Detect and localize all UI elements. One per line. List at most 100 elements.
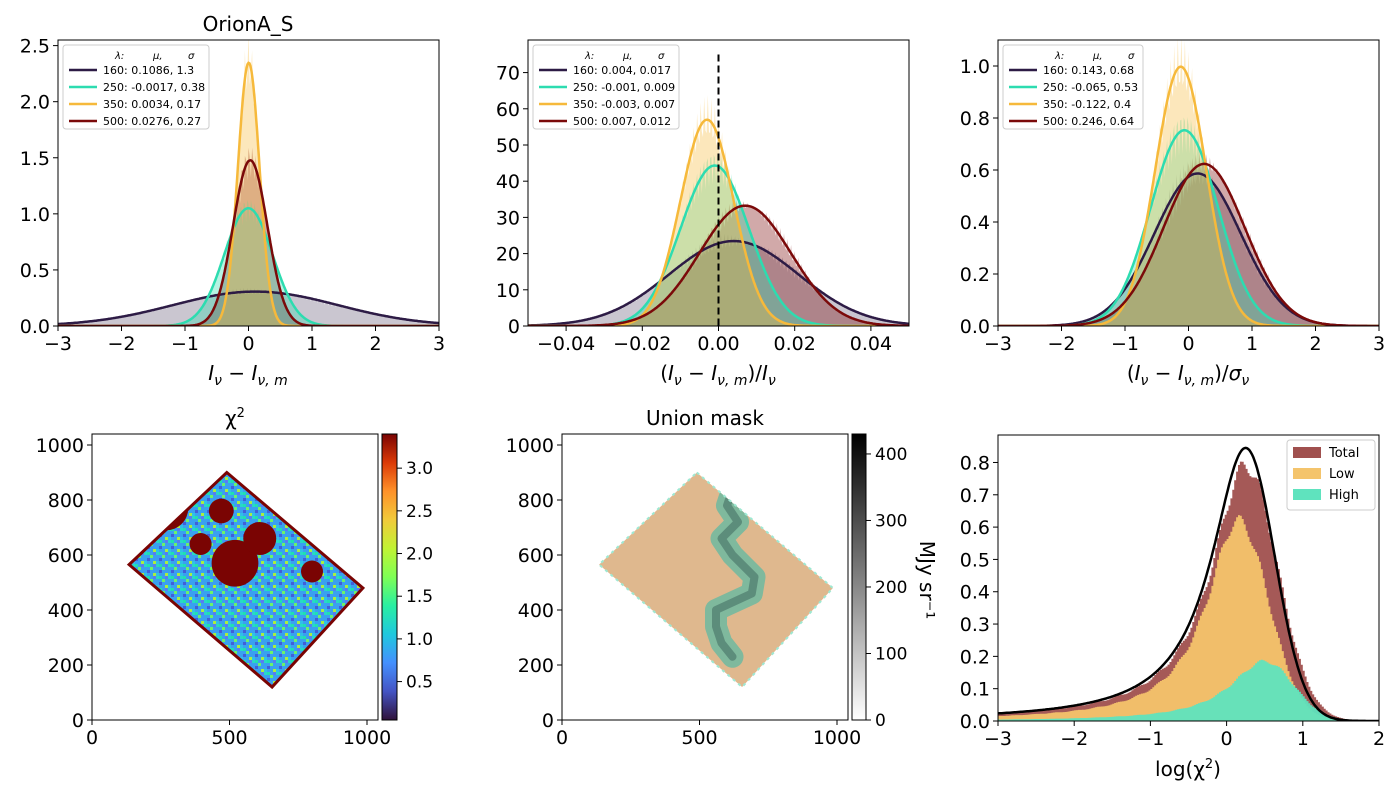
panel-title: OrionA_S xyxy=(203,12,294,36)
histogram-250 xyxy=(528,154,909,326)
colorbar-tick-label: 1.5 xyxy=(406,587,433,607)
intensity-region xyxy=(599,472,833,687)
y-tick-label: 400 xyxy=(48,600,84,622)
histogram-250 xyxy=(998,117,1379,326)
y-axis-ticks: 0.0 0.2 0.4 0.6 0.8 1.0 xyxy=(960,56,998,338)
x-tick-label: −1 xyxy=(1111,333,1139,355)
histogram-350 xyxy=(998,40,1379,326)
x-tick-label: 1000 xyxy=(343,727,391,749)
x-tick-label: −0.04 xyxy=(537,333,595,355)
legend-header: μ, xyxy=(622,51,633,62)
y-tick-label: 0.2 xyxy=(960,264,990,286)
y-tick-label: 200 xyxy=(518,655,554,677)
filament-core xyxy=(712,485,759,661)
y-tick-label: 1.0 xyxy=(20,204,50,226)
histogram-500 xyxy=(998,152,1379,326)
y-tick-label: 1.5 xyxy=(20,148,50,170)
y-tick-label: 1000 xyxy=(36,435,84,457)
legend-swatch xyxy=(1293,468,1321,479)
y-axis-ticks: 0.0 0.1 0.2 0.3 0.4 0.5 0.6 0.7 0.8 xyxy=(960,452,998,733)
y-tick-label: 0.0 xyxy=(20,316,50,338)
y-tick-label: 400 xyxy=(518,600,554,622)
colorbar-tick-label: 0 xyxy=(875,711,886,731)
x-tick-label: 1000 xyxy=(813,727,861,749)
y-tick-label: 40 xyxy=(496,171,520,193)
y-tick-label: 50 xyxy=(496,135,520,157)
x-tick-label: −1 xyxy=(171,333,199,355)
legend-header: λ: xyxy=(1054,51,1064,62)
y-tick-label: 0.7 xyxy=(960,485,990,507)
x-tick-label: 0 xyxy=(1221,728,1233,750)
panel-title: χ2 xyxy=(225,406,245,430)
histogram-500 xyxy=(58,147,439,326)
x-tick-label: 0.00 xyxy=(697,333,739,355)
y-axis-ticks: 0 200 400 600 800 1000 xyxy=(36,435,92,732)
legend: λ: μ, σ 160: 0.004, 0.017 250: -0.001, 0.009… xyxy=(532,44,680,130)
y-axis-ticks: 0 10 20 30 40 50 60 70 xyxy=(496,63,528,338)
histogram-fills xyxy=(58,40,439,326)
colorbar xyxy=(381,433,398,721)
colorbar-tick-label: 0.5 xyxy=(406,673,433,693)
legend-swatch xyxy=(1293,489,1321,500)
x-axis-ticks: 0 500 1000 xyxy=(86,720,391,749)
x-axis-ticks: −0.04 −0.02 0.00 0.02 0.04 xyxy=(537,326,892,355)
colorbar-tick-label: 100 xyxy=(875,644,907,664)
legend: λ: μ, σ 160: 0.1086, 1.3 250: -0.0017, 0.38 3… xyxy=(62,44,210,130)
panel-title: Union mask xyxy=(646,406,764,430)
colorbar-tick-label: 2.5 xyxy=(406,502,433,522)
panel-chi2-map: χ2 0 500 1000 0 200 400 600 800 1000 0.5 1.0 1.5 2… xyxy=(36,406,433,749)
x-tick-label: 0.04 xyxy=(850,333,892,355)
intensity-map-image xyxy=(597,471,835,689)
legend-entry: 500: 0.007, 0.012 xyxy=(573,115,671,128)
x-axis-label: log(χ2) xyxy=(1155,757,1221,781)
y-tick-label: 1000 xyxy=(506,435,554,457)
colorbar-ticks: 0 100 200 300 400 xyxy=(866,445,907,731)
x-axis-label: (Iν − Iν, m)/Iν xyxy=(660,361,776,389)
legend-entry: 500: 0.0276, 0.27 xyxy=(103,115,201,128)
x-tick-label: −1 xyxy=(1136,728,1164,750)
x-axis-ticks: 0 500 1000 xyxy=(556,720,861,749)
legend-header: μ, xyxy=(1092,51,1103,62)
colorbar-tick-label: 3.0 xyxy=(406,459,433,479)
legend-entry: 350: -0.003, 0.007 xyxy=(573,98,675,111)
legend-entry: High xyxy=(1329,488,1359,503)
panel-chi2-histogram: −3 −2 −1 0 1 2 0.0 0.1 0.2 0.3 0.4 0.5 0.6 0.7 0.8 lo… xyxy=(960,434,1385,781)
legend-header: μ, xyxy=(152,51,163,62)
gaussian-fit-500 xyxy=(58,159,439,326)
x-tick-label: 3 xyxy=(1373,333,1385,355)
x-tick-label: 1 xyxy=(306,333,318,355)
x-tick-label: 1 xyxy=(1246,333,1258,355)
panel-residual-normalized: −3 −2 −1 0 1 2 3 0.0 0.2 0.4 0.6 0.8 1.0 (Iν − Iν, … xyxy=(960,39,1385,389)
y-tick-label: 0.0 xyxy=(960,316,990,338)
histogram-bars xyxy=(998,461,1379,721)
high-chi2-patch xyxy=(189,533,212,555)
x-tick-label: −3 xyxy=(984,728,1012,750)
gaussian-fits xyxy=(58,61,439,326)
y-tick-label: 0.1 xyxy=(960,679,990,701)
x-axis-label: (Iν − Iν, m)/σν xyxy=(1127,361,1250,389)
panel-residual-absolute: OrionA_S −3 −2 −1 0 1 2 3 0.0 0.5 1.0 1.5 2.0 2.5 I… xyxy=(20,12,445,389)
y-tick-label: 0.4 xyxy=(960,212,990,234)
legend-swatch xyxy=(1293,447,1321,458)
y-tick-label: 0.3 xyxy=(960,614,990,636)
y-tick-label: 0.5 xyxy=(960,549,990,571)
x-tick-label: 2 xyxy=(1373,728,1385,750)
x-axis-ticks: −3 −2 −1 0 1 2 3 xyxy=(44,326,445,355)
y-axis-ticks: 0.0 0.5 1.0 1.5 2.0 2.5 xyxy=(20,36,58,338)
region-edge xyxy=(597,471,835,689)
y-tick-label: 2.5 xyxy=(20,36,50,58)
colorbar-tick-label: 1.0 xyxy=(406,630,433,650)
x-tick-label: 2 xyxy=(1309,333,1321,355)
plot-frame xyxy=(561,433,849,721)
x-tick-label: −3 xyxy=(984,333,1012,355)
legend-box xyxy=(532,44,680,130)
high-chi2-patch xyxy=(208,498,234,524)
y-tick-label: 0.6 xyxy=(960,517,990,539)
x-tick-label: −2 xyxy=(1060,728,1088,750)
region-edge xyxy=(126,470,366,690)
x-tick-label: −2 xyxy=(107,333,135,355)
gaussian-fit-250 xyxy=(58,207,439,326)
histogram-fills xyxy=(998,40,1379,326)
x-tick-label: 2 xyxy=(369,333,381,355)
